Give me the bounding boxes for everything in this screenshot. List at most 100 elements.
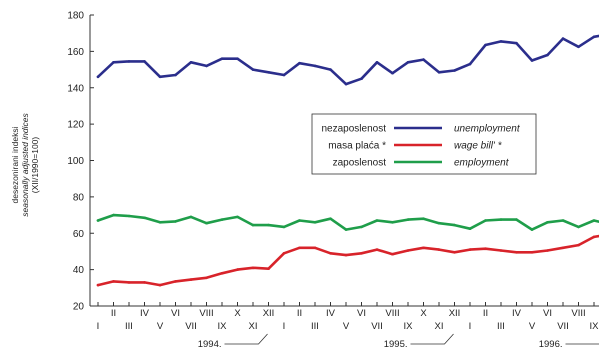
data-point	[283, 252, 286, 255]
x-tick-label: II	[483, 308, 488, 319]
x-tick-label: VIII	[385, 308, 399, 319]
data-point	[546, 54, 549, 57]
data-point	[143, 217, 146, 220]
data-point	[298, 62, 301, 65]
data-point	[97, 219, 100, 222]
x-tick-label: IV	[326, 308, 336, 319]
x-tick-label: VII	[557, 321, 569, 332]
x-tick-label: III	[497, 321, 505, 332]
year-label: 1995.	[384, 339, 408, 350]
data-point	[205, 222, 208, 225]
y-tick-label: 100	[67, 156, 84, 167]
data-point	[376, 61, 379, 64]
x-tick-label: XII	[449, 308, 461, 319]
data-point	[546, 221, 549, 224]
x-tick-label: VI	[357, 308, 366, 319]
x-tick-label: VI	[171, 308, 180, 319]
y-axis-title-line-3: (XII/1990=100)	[30, 137, 40, 194]
data-point	[562, 37, 565, 40]
data-point	[221, 218, 224, 221]
x-tick-label: VI	[543, 308, 552, 319]
data-point	[531, 228, 534, 231]
data-point	[174, 280, 177, 283]
data-point	[407, 61, 410, 64]
x-tick-label: IX	[590, 321, 599, 332]
data-point	[515, 42, 518, 45]
data-point	[329, 68, 332, 71]
data-point	[469, 248, 472, 251]
legend-label-en: wage bill' *	[454, 141, 503, 152]
legend-label-en: unemployment	[454, 124, 521, 135]
data-point	[205, 277, 208, 280]
legend-label-en: employment	[454, 158, 510, 169]
data-point	[236, 57, 239, 60]
data-point	[174, 74, 177, 77]
x-tick-label: I	[283, 321, 286, 332]
data-point	[422, 247, 425, 250]
x-tick-label: III	[311, 321, 319, 332]
y-axis-title-line-1: desezonirani indeksi	[10, 126, 20, 203]
y-tick-label: 20	[73, 302, 85, 313]
data-point	[562, 247, 565, 250]
data-point	[360, 226, 363, 229]
data-point	[345, 228, 348, 231]
year-marker-line	[566, 334, 599, 344]
x-tick-label: VII	[185, 321, 197, 332]
data-point	[438, 71, 441, 74]
data-point	[577, 46, 580, 49]
data-point	[128, 215, 131, 218]
data-point	[484, 219, 487, 222]
data-point	[453, 224, 456, 227]
axes: 20406080100120140160180IIIIIIIVVVIVIIVII…	[67, 11, 599, 351]
data-point	[345, 254, 348, 257]
data-point	[469, 227, 472, 230]
x-tick-label: IV	[140, 308, 150, 319]
data-point	[391, 221, 394, 224]
x-tick-label: X	[420, 308, 427, 319]
data-point	[267, 224, 270, 227]
data-point	[190, 278, 193, 281]
data-point	[531, 59, 534, 62]
data-point	[252, 267, 255, 270]
data-point	[453, 69, 456, 72]
data-point	[500, 218, 503, 221]
year-label: 1996.	[539, 339, 563, 350]
data-point	[593, 219, 596, 222]
data-point	[453, 251, 456, 254]
x-tick-label: VIII	[199, 308, 213, 319]
data-point	[360, 77, 363, 80]
y-axis-title: desezonirani indeksi seasonally adjusted…	[10, 113, 40, 217]
data-point	[190, 61, 193, 64]
data-point	[112, 280, 115, 283]
series-line-0	[98, 34, 599, 84]
data-point	[515, 218, 518, 221]
year-marker-line	[411, 334, 454, 344]
data-point	[376, 219, 379, 222]
data-point	[221, 272, 224, 275]
x-tick-label: VII	[371, 321, 383, 332]
x-tick-label: V	[157, 321, 164, 332]
data-point	[267, 267, 270, 270]
data-point	[143, 281, 146, 284]
data-point	[469, 63, 472, 66]
y-tick-label: 120	[67, 120, 84, 131]
x-tick-label: V	[343, 321, 350, 332]
data-point	[283, 74, 286, 77]
x-tick-label: XI	[435, 321, 444, 332]
data-point	[252, 224, 255, 227]
data-point	[329, 217, 332, 220]
data-point	[329, 252, 332, 255]
data-point	[128, 60, 131, 63]
data-point	[407, 249, 410, 252]
data-point	[159, 284, 162, 287]
data-point	[422, 217, 425, 220]
data-point	[174, 220, 177, 223]
data-point	[283, 226, 286, 229]
x-tick-label: IV	[512, 308, 522, 319]
data-point	[190, 216, 193, 219]
data-point	[438, 248, 441, 251]
data-point	[391, 72, 394, 75]
